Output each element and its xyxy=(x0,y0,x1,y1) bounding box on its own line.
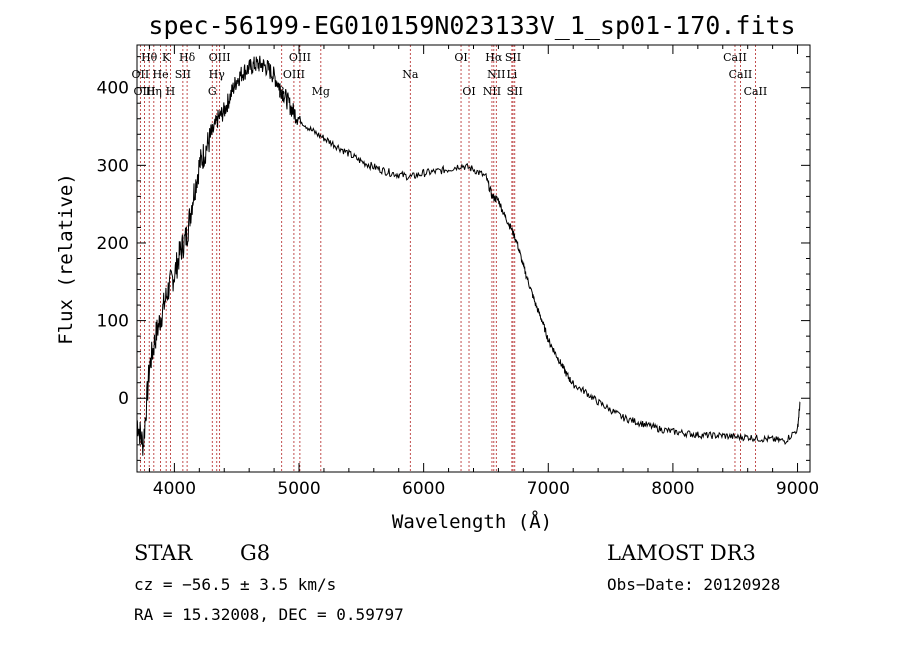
spectral-line-markers xyxy=(139,45,756,472)
spectral-line-label: He xyxy=(153,68,169,81)
x-tick-label: 7000 xyxy=(527,479,570,499)
x-tick-label: 8000 xyxy=(651,479,694,499)
spectral-line-label: Hα xyxy=(485,51,503,64)
spectral-line-label: OIII xyxy=(283,68,305,81)
spectral-line-label: CaII xyxy=(723,51,747,64)
spectrum-line xyxy=(136,55,801,456)
spectral-line-label: Hδ xyxy=(179,51,196,64)
x-tick-label: 4000 xyxy=(153,479,196,499)
spectral-line-label: Mg xyxy=(312,85,330,98)
x-axis-label: Wavelength (Å) xyxy=(392,510,552,533)
spectral-line-label: H xyxy=(166,85,176,98)
spectral-line-label: Hγ xyxy=(209,68,226,81)
spectral-line-label: OIII xyxy=(133,85,155,98)
spectral-line-label: CaII xyxy=(744,85,768,98)
y-tick-label: 300 xyxy=(97,156,129,176)
object-subclass: G8 xyxy=(240,541,270,565)
y-axis-label: Flux (relative) xyxy=(55,173,77,345)
y-tick-label: 100 xyxy=(97,312,129,332)
survey-name: LAMOST DR3 xyxy=(607,541,756,565)
spectral-line-label: OI xyxy=(462,85,475,98)
spectral-line-label: Li xyxy=(506,68,517,81)
spectral-line-label: Na xyxy=(402,68,419,81)
spectral-line-label: NII xyxy=(483,85,501,98)
obs-date: Obs−Date: 20120928 xyxy=(607,575,780,594)
spectral-line-label: G xyxy=(208,85,217,98)
spectral-line-label: OI xyxy=(454,51,467,64)
spectral-line-label: K xyxy=(162,51,171,64)
spectrum-layer xyxy=(136,55,801,456)
y-tick-label: 400 xyxy=(97,79,129,99)
chart-title: spec-56199-EG010159N023133V_1_sp01-170.f… xyxy=(148,11,795,40)
x-tick-label: 9000 xyxy=(776,479,819,499)
spectral-line-label: Hθ xyxy=(141,51,158,64)
spectral-line-label: CaII xyxy=(729,68,753,81)
spectral-line-label: OII xyxy=(132,68,150,81)
spectral-line-label: SII xyxy=(505,51,521,64)
spectral-line-label: Hη xyxy=(146,85,162,98)
object-class: STAR xyxy=(134,541,193,565)
x-tick-label: 5000 xyxy=(277,479,320,499)
y-axis-ticks: 0 100 200 300 400 xyxy=(97,56,810,461)
spectral-line-label: SII xyxy=(175,68,191,81)
x-axis-ticks: 4000 5000 6000 7000 8000 9000 xyxy=(148,45,819,499)
plot-frame xyxy=(136,44,811,473)
spectral-line-label: SII xyxy=(507,85,523,98)
y-tick-label: 0 xyxy=(118,389,129,409)
spectral-line-label: OIII xyxy=(209,51,231,64)
spectral-line-label: NII xyxy=(487,68,505,81)
spectral-line-label: OIII xyxy=(289,51,311,64)
y-tick-label: 200 xyxy=(97,234,129,254)
coordinates: RA = 15.32008, DEC = 0.59797 xyxy=(134,605,404,624)
x-tick-label: 6000 xyxy=(402,479,445,499)
redshift-text: cz = −56.5 ± 3.5 km/s xyxy=(134,575,336,594)
